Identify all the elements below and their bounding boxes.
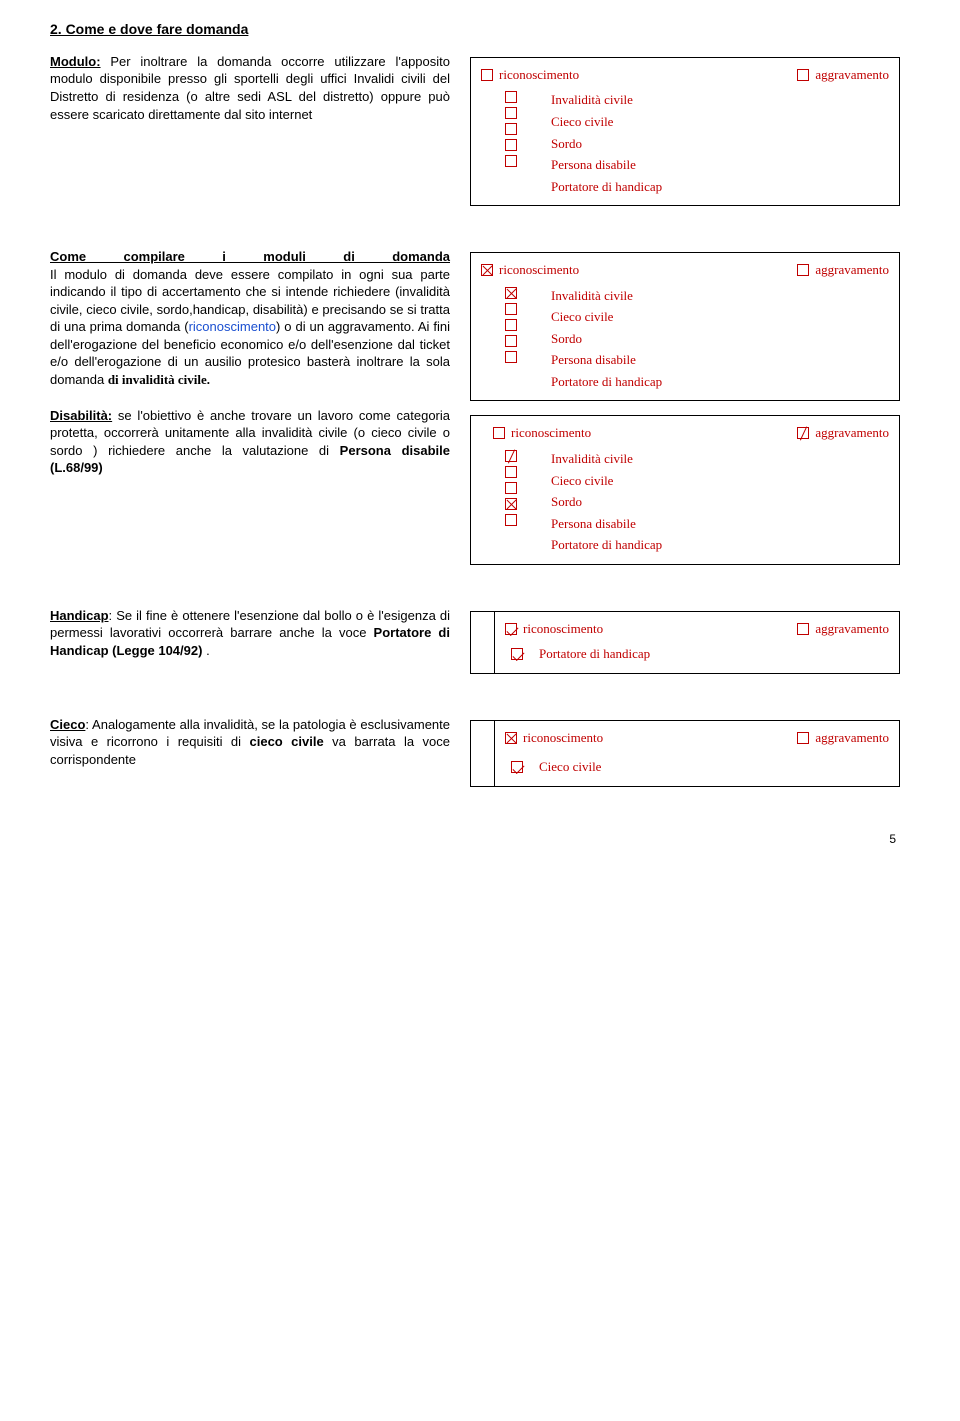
checkbox-tick-icon[interactable] xyxy=(505,623,517,635)
lead-modulo: Modulo: xyxy=(50,54,101,69)
opt-label: Portatore di handicap xyxy=(539,645,650,663)
label-aggravamento: aggravamento xyxy=(815,424,889,442)
checkbox-icon[interactable] xyxy=(505,155,517,167)
form-box-4: riconoscimento aggravamento Portatore di… xyxy=(470,611,900,674)
checkbox-icon[interactable] xyxy=(505,482,517,494)
row-modulo: Modulo: Per inoltrare la domanda occorre… xyxy=(50,53,900,220)
checkbox-icon[interactable] xyxy=(797,623,809,635)
opt-label: Persona disabile xyxy=(551,515,662,533)
lead-cieco: Cieco xyxy=(50,717,85,732)
checkbox-icon[interactable] xyxy=(505,319,517,331)
checkbox-icon[interactable] xyxy=(505,335,517,347)
section-title: 2. Come e dove fare domanda xyxy=(50,20,900,39)
para-disabilita: Disabilità: se l'obiettivo è anche trova… xyxy=(50,407,450,477)
row-cieco: Cieco: Analogamente alla invalidità, se … xyxy=(50,716,900,801)
bold-cieco: cieco civile xyxy=(250,734,324,749)
opt-label: Cieco civile xyxy=(551,472,662,490)
checkbox-icon[interactable] xyxy=(797,264,809,276)
lead-disabilita: Disabilità: xyxy=(50,408,112,423)
checkbox-icon[interactable] xyxy=(797,732,809,744)
opt-label: Persona disabile xyxy=(551,351,662,369)
checkbox-checked-icon[interactable] xyxy=(481,264,493,276)
opt-label: Invalidità civile xyxy=(551,450,662,468)
checkbox-slash-icon[interactable] xyxy=(505,450,517,462)
label-riconoscimento: riconoscimento xyxy=(511,424,591,442)
label-riconoscimento: riconoscimento xyxy=(499,261,579,279)
checkbox-icon[interactable] xyxy=(505,351,517,363)
opt-label: Cieco civile xyxy=(551,308,662,326)
lead-handicap: Handicap xyxy=(50,608,109,623)
label-aggravamento: aggravamento xyxy=(815,729,889,747)
opt-label: Sordo xyxy=(551,330,662,348)
checkbox-icon[interactable] xyxy=(481,69,493,81)
label-riconoscimento: riconoscimento xyxy=(499,66,579,84)
checkbox-tick-icon[interactable] xyxy=(511,761,523,773)
label-aggravamento: aggravamento xyxy=(815,620,889,638)
row-handicap: Handicap: Se il fine è ottenere l'esenzi… xyxy=(50,607,900,688)
bold-term-invalidita: di invalidità civile. xyxy=(108,372,210,387)
opt-label: Portatore di handicap xyxy=(551,178,662,196)
opt-label: Portatore di handicap xyxy=(551,536,662,554)
checkbox-icon[interactable] xyxy=(505,107,517,119)
row-compilare: Come compilare i moduli di domanda Il mo… xyxy=(50,248,900,579)
opt-label: Cieco civile xyxy=(551,113,662,131)
page-number: 5 xyxy=(50,831,900,847)
checkbox-icon[interactable] xyxy=(493,427,505,439)
checkbox-slash-icon[interactable] xyxy=(797,427,809,439)
opt-label: Portatore di handicap xyxy=(551,373,662,391)
label-riconoscimento: riconoscimento xyxy=(523,620,603,638)
checkbox-icon[interactable] xyxy=(505,514,517,526)
checkbox-icon[interactable] xyxy=(505,466,517,478)
body-text: ) o di un aggravamento. xyxy=(276,319,415,334)
checkbox-checked-icon[interactable] xyxy=(505,732,517,744)
para-compilare: Il modulo di domanda deve essere compila… xyxy=(50,266,450,389)
label-aggravamento: aggravamento xyxy=(815,66,889,84)
opt-label: Sordo xyxy=(551,135,662,153)
heading-compilare: Come compilare i moduli di domanda xyxy=(50,248,450,266)
checkbox-icon[interactable] xyxy=(797,69,809,81)
form-box-1: riconoscimento aggravamento Invalidità c… xyxy=(470,57,900,206)
checkbox-icon[interactable] xyxy=(505,123,517,135)
para-handicap: Handicap: Se il fine è ottenere l'esenzi… xyxy=(50,607,450,688)
checkbox-checked-icon[interactable] xyxy=(505,498,517,510)
form-box-3: riconoscimento aggravamento Invalidità c… xyxy=(470,415,900,564)
checkbox-icon[interactable] xyxy=(505,91,517,103)
label-riconoscimento: riconoscimento xyxy=(523,729,603,747)
label-aggravamento: aggravamento xyxy=(815,261,889,279)
body-modulo: Per inoltrare la domanda occorre utilizz… xyxy=(50,54,450,122)
opt-label: Invalidità civile xyxy=(551,91,662,109)
checkbox-checked-icon[interactable] xyxy=(505,287,517,299)
checkbox-tick-icon[interactable] xyxy=(511,648,523,660)
para-modulo: Modulo: Per inoltrare la domanda occorre… xyxy=(50,53,450,220)
form-box-2: riconoscimento aggravamento Invalidità c… xyxy=(470,252,900,401)
form-box-5: riconoscimento aggravamento Cieco civile xyxy=(470,720,900,787)
opt-label: Sordo xyxy=(551,493,662,511)
opt-label: Invalidità civile xyxy=(551,287,662,305)
opt-label: Cieco civile xyxy=(539,758,601,776)
para-cieco: Cieco: Analogamente alla invalidità, se … xyxy=(50,716,450,801)
checkbox-icon[interactable] xyxy=(505,303,517,315)
opt-label: Persona disabile xyxy=(551,156,662,174)
blue-term-riconoscimento: riconoscimento xyxy=(189,319,276,334)
checkbox-icon[interactable] xyxy=(505,139,517,151)
body-text: . xyxy=(202,643,209,658)
